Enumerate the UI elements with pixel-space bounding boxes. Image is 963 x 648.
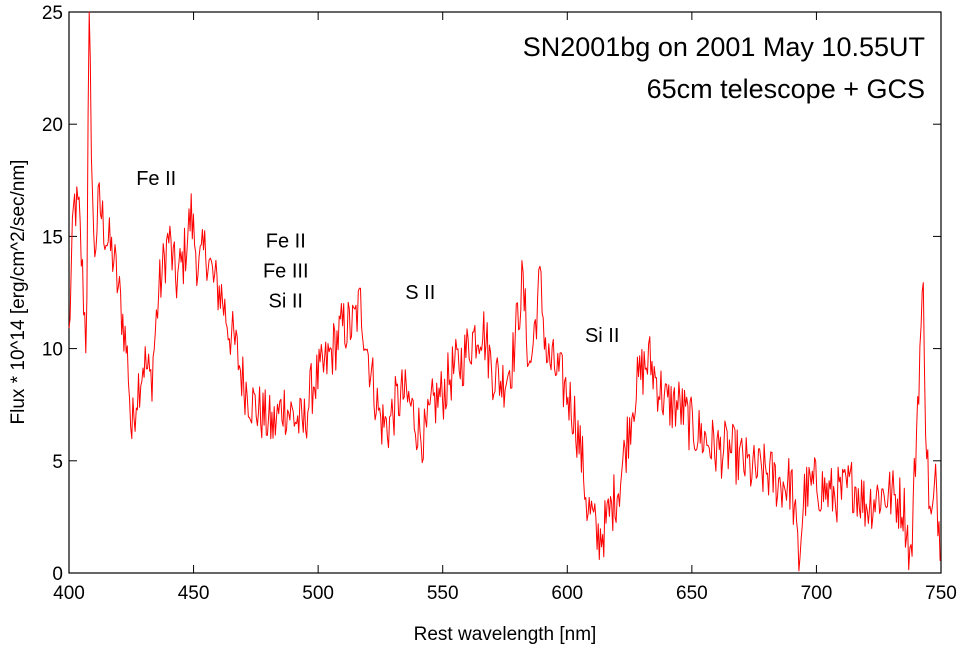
y-tick-label: 15 bbox=[42, 227, 63, 248]
line-annotation-2-0: S II bbox=[405, 282, 435, 304]
x-tick-label: 550 bbox=[427, 583, 459, 604]
spectrum-line bbox=[68, 11, 941, 572]
x-axis-title: Rest wavelength [nm] bbox=[414, 624, 597, 645]
line-annotation-0-0: Fe II bbox=[136, 168, 176, 190]
plot-frame bbox=[68, 11, 942, 574]
x-tick-label: 450 bbox=[178, 583, 210, 604]
y-tick-label: 0 bbox=[52, 564, 63, 585]
x-tick-label: 500 bbox=[302, 583, 334, 604]
tick-labels: 400 450 500 550 600 650 700 750 0 5 10 15 20 25 bbox=[42, 3, 957, 604]
x-tick-label: 750 bbox=[925, 583, 957, 604]
line-annotation-3-0: Si II bbox=[585, 325, 619, 347]
y-tick-label: 25 bbox=[42, 3, 63, 24]
chart-title-line-1: SN2001bg on 2001 May 10.55UT bbox=[523, 32, 925, 62]
line-annotation-1-1: Fe III bbox=[263, 261, 309, 283]
chart-title-line-2: 65cm telescope + GCS bbox=[647, 74, 925, 104]
x-tick-label: 650 bbox=[676, 583, 708, 604]
y-tick-label: 5 bbox=[52, 452, 63, 473]
line-annotation-1-2: Si II bbox=[269, 291, 303, 313]
axis-ticks bbox=[68, 11, 942, 574]
y-tick-label: 20 bbox=[42, 115, 63, 136]
y-axis-title: Flux * 10^14 [erg/cm^2/sec/nm] bbox=[8, 160, 29, 425]
x-tick-label: 400 bbox=[53, 583, 85, 604]
y-tick-label: 10 bbox=[42, 340, 63, 361]
x-tick-label: 700 bbox=[801, 583, 833, 604]
line-annotations: Fe II Fe II Fe III Si II S II Si II bbox=[136, 168, 619, 347]
line-annotation-1-0: Fe II bbox=[266, 231, 306, 253]
x-tick-label: 600 bbox=[551, 583, 583, 604]
